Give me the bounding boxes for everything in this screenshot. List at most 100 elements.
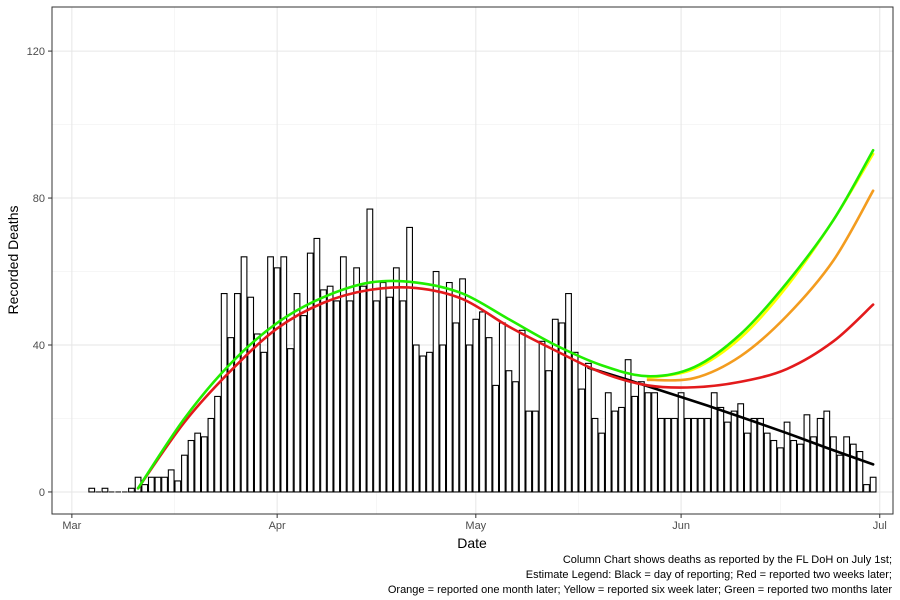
bar — [863, 484, 870, 493]
bar — [267, 256, 274, 493]
bar — [353, 267, 361, 493]
bar — [704, 417, 711, 493]
bar — [637, 381, 645, 493]
bar — [326, 285, 334, 493]
bar — [240, 256, 248, 493]
bar — [479, 311, 486, 493]
bar — [584, 362, 592, 493]
x-tick-label: Jul — [873, 520, 887, 532]
chart-caption: Column Chart shows deaths as reported by… — [388, 553, 892, 598]
bar-series — [88, 208, 877, 493]
bar — [571, 351, 579, 493]
plot-border — [51, 6, 894, 515]
bar — [379, 281, 387, 493]
bar — [823, 410, 831, 493]
bar — [412, 344, 420, 493]
x-axis-ticks: Mar Apr May Jun Jul — [62, 514, 887, 532]
bar — [419, 355, 427, 493]
bar — [426, 351, 433, 493]
bar — [525, 410, 533, 493]
bar — [445, 281, 453, 493]
bar — [293, 293, 301, 493]
bar — [234, 293, 241, 493]
bar — [512, 381, 519, 493]
bar — [472, 318, 480, 493]
bar — [538, 340, 546, 493]
bar — [743, 432, 751, 493]
bar — [214, 395, 221, 493]
bar — [869, 476, 877, 493]
bar — [604, 392, 612, 493]
bar — [141, 484, 149, 493]
bar — [750, 417, 758, 493]
bar — [710, 392, 718, 493]
bar — [664, 417, 672, 493]
bar — [803, 414, 811, 493]
bar — [657, 417, 665, 493]
bar — [306, 252, 314, 493]
bar — [260, 351, 268, 493]
bar — [810, 436, 817, 493]
y-tick-label: 80 — [33, 193, 45, 205]
bar — [690, 417, 698, 493]
bar — [578, 388, 586, 493]
bar — [88, 487, 96, 493]
bar — [439, 344, 447, 493]
bar — [624, 359, 632, 493]
bar — [492, 384, 500, 493]
bar — [598, 432, 606, 493]
bar — [432, 270, 440, 493]
bar — [286, 348, 294, 493]
bar — [194, 432, 202, 493]
bar — [465, 344, 473, 493]
x-tick-label: Jun — [672, 520, 690, 532]
bar — [452, 322, 460, 493]
bar — [796, 443, 804, 493]
y-tick-label: 0 — [39, 487, 45, 499]
bar — [836, 454, 844, 493]
bar — [558, 322, 566, 493]
bar — [167, 469, 175, 493]
bar — [320, 289, 327, 493]
bar — [220, 293, 228, 493]
bar — [373, 300, 380, 493]
x-tick-label: Apr — [269, 520, 286, 532]
bar — [154, 476, 162, 493]
bar — [247, 296, 255, 493]
bar — [313, 237, 321, 493]
bar — [518, 329, 526, 493]
bar — [717, 406, 725, 493]
y-tick-label: 120 — [27, 46, 45, 58]
bar — [697, 417, 705, 493]
bar — [399, 300, 407, 493]
bar — [187, 439, 195, 493]
bar — [591, 417, 599, 493]
bar — [856, 450, 864, 493]
estimate-line — [136, 148, 875, 490]
bar — [147, 476, 155, 493]
bar — [253, 333, 261, 493]
x-tick-label: May — [465, 520, 486, 532]
caption-line-2: Estimate Legend: Black = day of reportin… — [525, 569, 892, 581]
bar — [757, 417, 764, 493]
bar — [161, 476, 168, 493]
estimate-line — [646, 189, 875, 382]
bar — [359, 285, 367, 493]
bar — [101, 487, 109, 493]
bar — [737, 403, 745, 493]
x-tick-label: Mar — [62, 520, 81, 532]
estimate-lines — [136, 148, 875, 490]
caption-line-3: Orange = reported one month later; Yello… — [387, 584, 892, 596]
bar — [849, 443, 857, 493]
estimate-line — [136, 286, 875, 490]
bar — [644, 392, 652, 493]
bar — [333, 300, 341, 493]
bar — [207, 417, 215, 493]
bar — [631, 395, 639, 493]
bar — [200, 436, 208, 493]
y-tick-label: 40 — [33, 340, 45, 352]
bar — [339, 256, 347, 493]
bar — [611, 410, 619, 493]
y-axis-ticks: 0 40 80 120 — [27, 46, 52, 499]
